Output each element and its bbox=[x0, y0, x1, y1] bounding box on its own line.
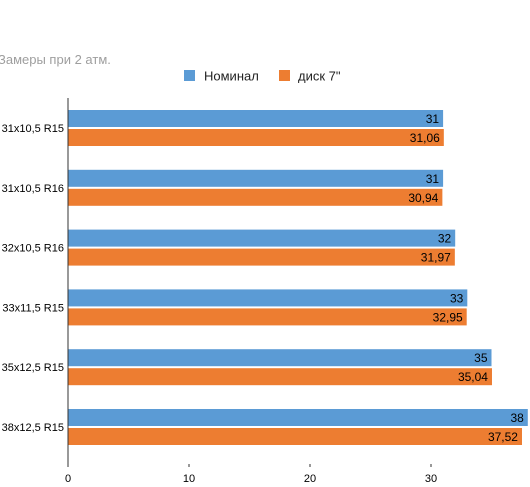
data-label: 31,97 bbox=[421, 251, 451, 265]
bar-nominal bbox=[68, 289, 468, 307]
bar-disk bbox=[68, 248, 455, 266]
category-label: 33x11,5 R15 bbox=[2, 302, 64, 314]
legend-label-1: Номинал bbox=[204, 69, 259, 84]
bar-disk bbox=[68, 428, 522, 445]
bars: 31x10,5 R15 31 31,06 31x10,5 R16 31 30,94 32x1… bbox=[2, 110, 528, 445]
bar-disk bbox=[68, 188, 443, 206]
data-label: 31 bbox=[426, 172, 440, 186]
legend-label-2: диск 7" bbox=[298, 69, 341, 84]
bar-nominal bbox=[68, 229, 456, 247]
legend: Номинал диск 7" bbox=[184, 69, 341, 84]
bar-nominal bbox=[68, 409, 528, 426]
bar-nominal bbox=[68, 349, 492, 367]
legend-swatch-1 bbox=[184, 70, 195, 81]
data-label: 32,95 bbox=[433, 310, 463, 324]
x-tick-label: 20 bbox=[304, 473, 316, 482]
bar-nominal bbox=[68, 110, 444, 127]
data-label: 38 bbox=[510, 411, 524, 425]
data-label: 37,52 bbox=[488, 430, 518, 444]
x-tick-label: 10 bbox=[183, 473, 195, 482]
x-tick-label: 0 bbox=[65, 473, 71, 482]
data-label: 31 bbox=[426, 112, 440, 126]
category-label: 31x10,5 R15 bbox=[2, 123, 64, 135]
legend-swatch-2 bbox=[279, 70, 290, 81]
data-label: 35 bbox=[474, 351, 488, 365]
data-label: 31,06 bbox=[410, 131, 440, 145]
category-label: 38x12,5 R15 bbox=[2, 422, 64, 434]
bar-disk bbox=[68, 129, 444, 146]
category-label: 32x10,5 R16 bbox=[2, 243, 64, 255]
category-label: 31x10,5 R16 bbox=[2, 183, 64, 195]
data-label: 32 bbox=[438, 232, 452, 246]
x-tick-label: 30 bbox=[425, 473, 437, 482]
chart-title: Замеры при 2 атм. bbox=[0, 52, 111, 67]
bar-disk bbox=[68, 368, 492, 386]
category-label: 35x12,5 R15 bbox=[2, 362, 64, 374]
data-label: 35,04 bbox=[458, 370, 488, 384]
data-label: 33 bbox=[450, 291, 464, 305]
data-label: 30,94 bbox=[408, 191, 438, 205]
bar-nominal bbox=[68, 169, 444, 187]
bar-disk bbox=[68, 308, 467, 326]
